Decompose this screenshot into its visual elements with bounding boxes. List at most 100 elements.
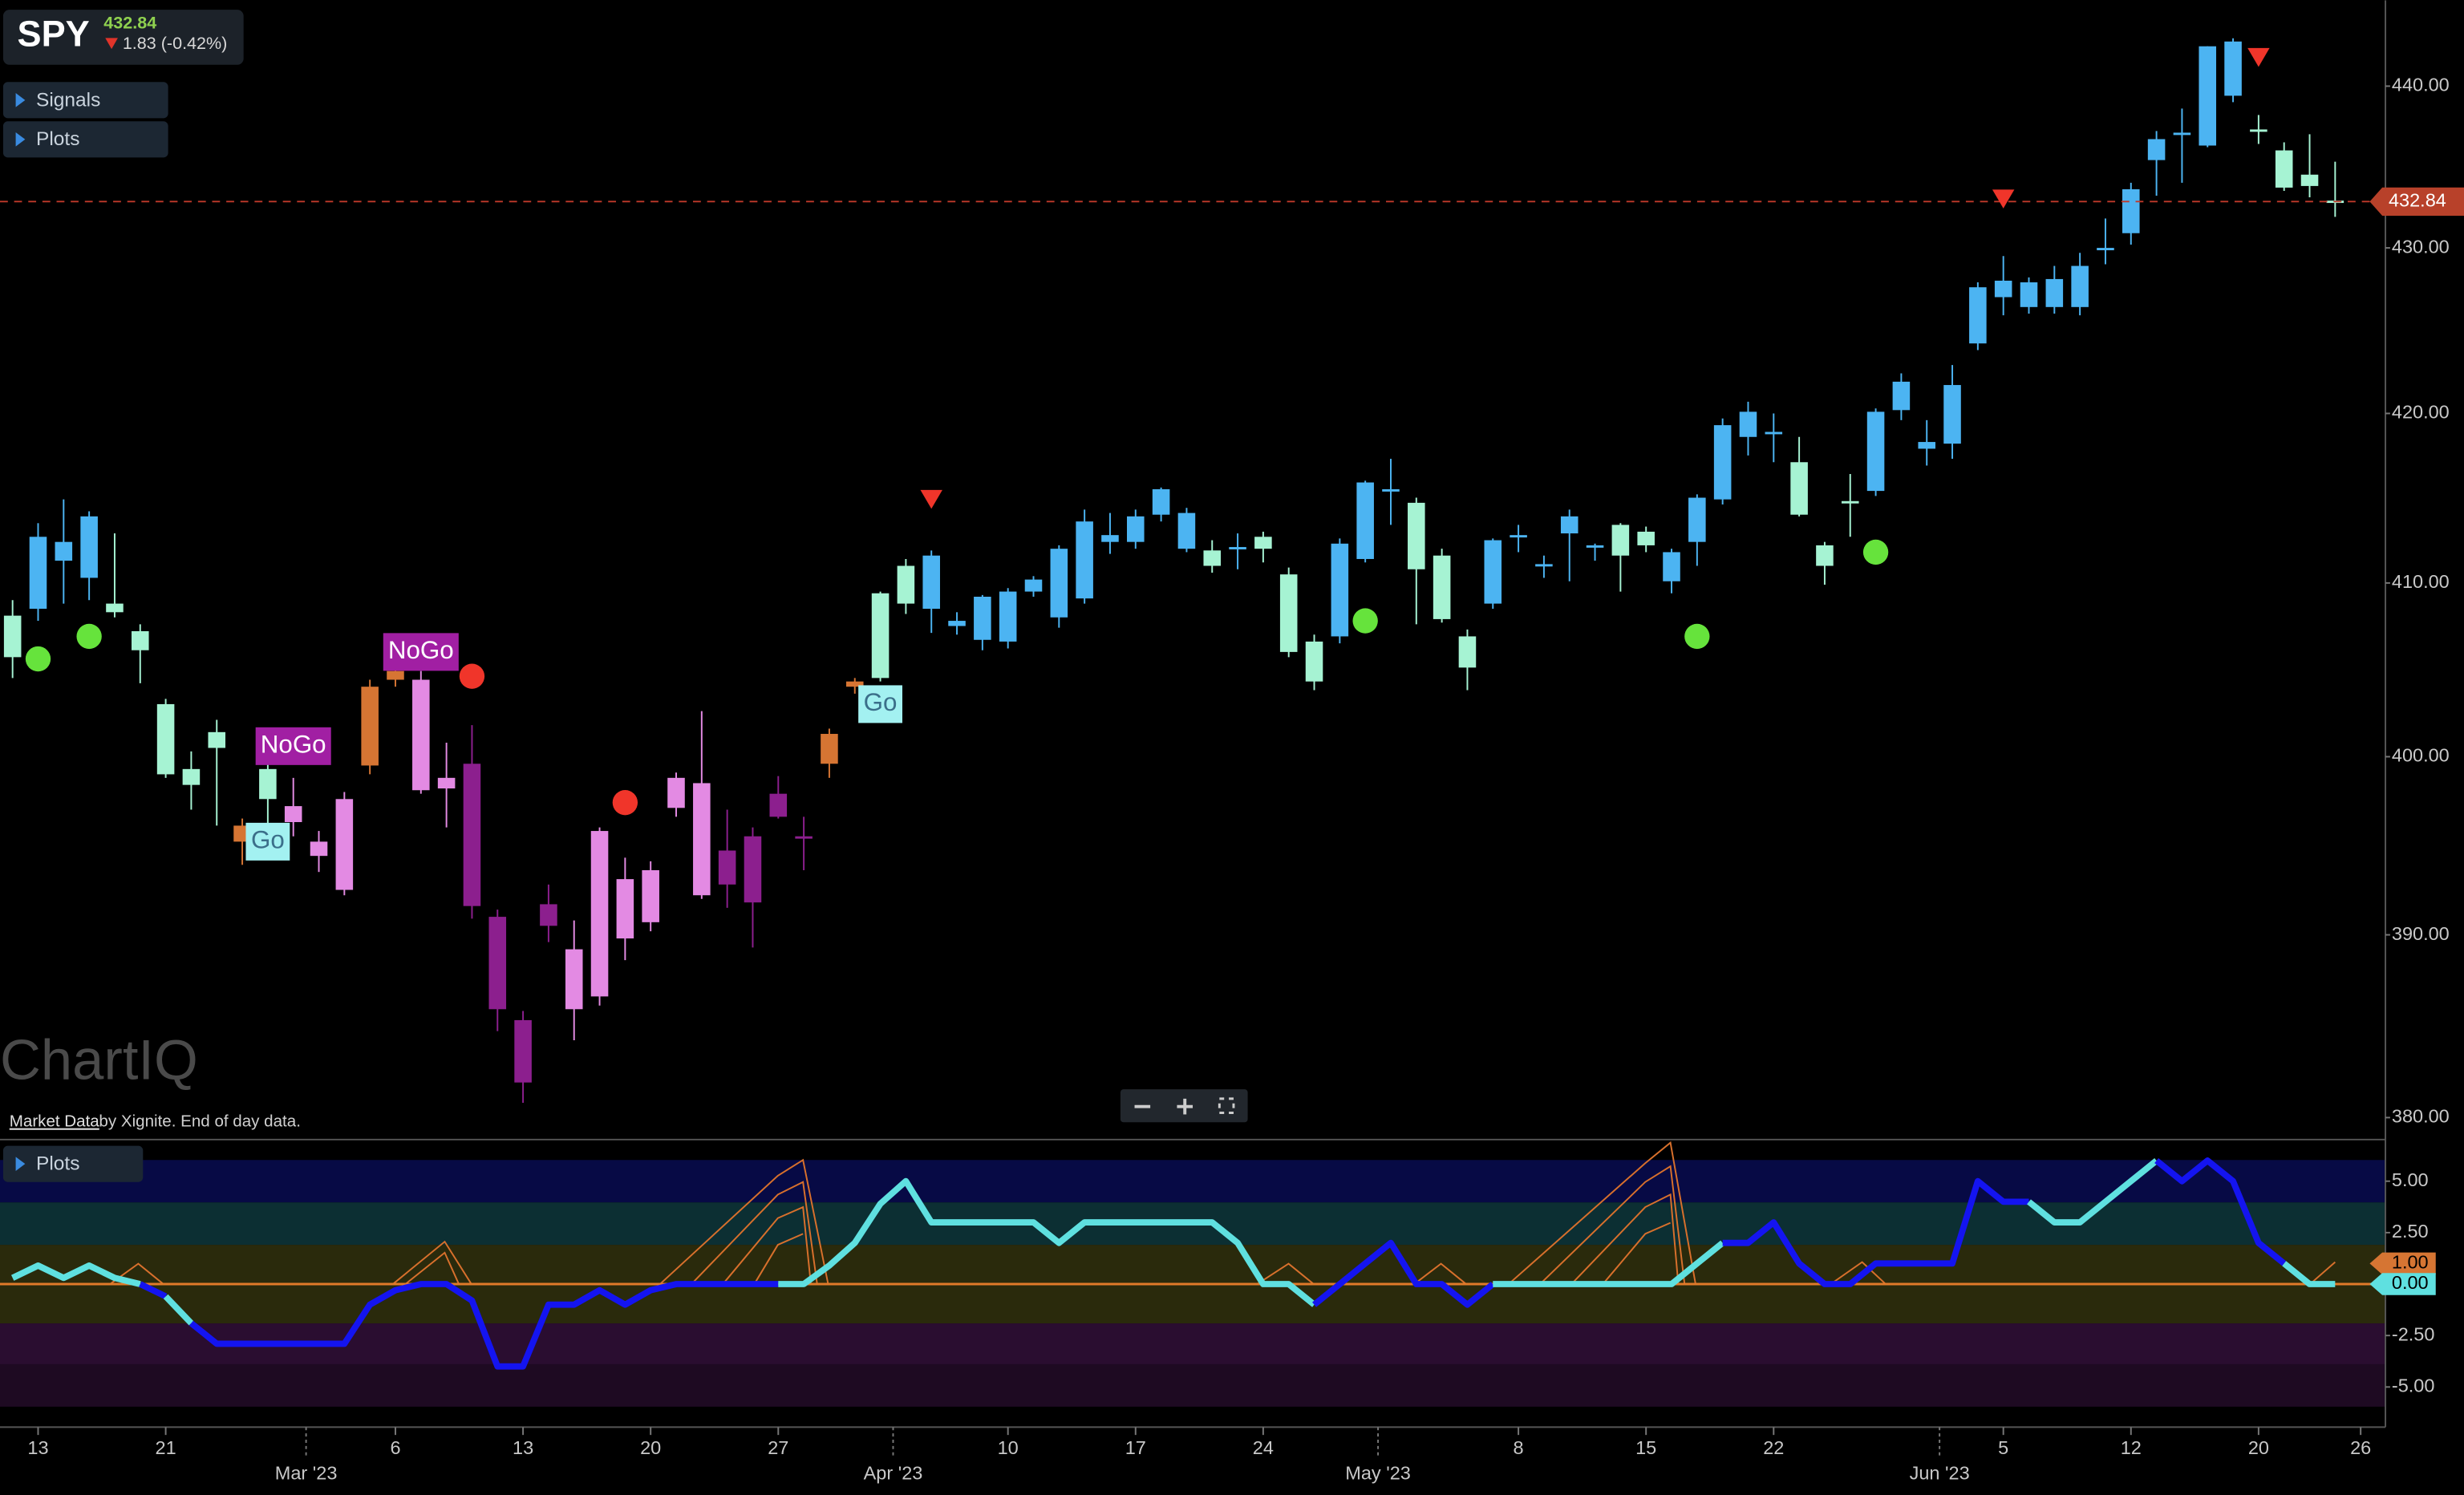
button-bg[interactable] — [2, 1145, 144, 1182]
fullscreen[interactable] — [1218, 1097, 1235, 1114]
symbol-box: SPY 432.84 1.83 (-0.42%) — [2, 10, 244, 65]
oscillator-line — [1493, 1240, 1725, 1287]
candle-body — [1969, 287, 1987, 344]
candle-body — [871, 593, 890, 679]
button-label[interactable]: Signals — [36, 89, 100, 111]
value-tag — [2369, 1252, 2436, 1275]
signal-dot — [1862, 539, 1889, 565]
value-tag — [2369, 1273, 2436, 1295]
signal-dot — [612, 790, 638, 816]
candle-body — [156, 703, 175, 775]
band — [0, 1323, 2386, 1364]
last-price: 432.84 — [103, 12, 156, 32]
candle-body — [2020, 282, 2038, 307]
x-tick-label: 27 — [768, 1437, 788, 1458]
candle-body — [1918, 442, 1935, 449]
footer-link[interactable]: Market Data — [10, 1112, 100, 1131]
oscillator-line — [10, 1262, 141, 1287]
signal-label: Go — [858, 685, 903, 723]
candle-body — [1637, 531, 1655, 545]
candle-body — [1765, 431, 1783, 435]
y-tick-label: 380.00 — [2392, 1106, 2450, 1127]
signals-button[interactable]: Signals — [2, 82, 168, 119]
x-tick-label: 21 — [156, 1437, 176, 1458]
month-label: Jun '23 — [1910, 1462, 1970, 1483]
candle-body — [1943, 385, 1961, 444]
zoom-in[interactable] — [1177, 1098, 1194, 1115]
oscillator-line — [139, 1281, 168, 1299]
candle-body — [590, 831, 609, 997]
candle-body — [974, 597, 991, 640]
button-label[interactable]: Plots — [36, 128, 79, 150]
y-tick-label: 390.00 — [2392, 923, 2450, 944]
squeeze — [1570, 1193, 1680, 1285]
candle-body — [437, 777, 456, 789]
candle-body — [514, 1019, 532, 1083]
candle-body — [1050, 549, 1068, 618]
signal-dot — [25, 646, 51, 672]
candle-body — [132, 630, 149, 650]
candle-body — [718, 850, 736, 885]
candle-body — [259, 768, 277, 800]
candle-body — [1535, 564, 1553, 567]
symbol: SPY — [18, 13, 90, 54]
candle-body — [1177, 513, 1196, 549]
signal-triangle — [920, 489, 942, 509]
label-text: Go — [251, 826, 285, 854]
band — [0, 1363, 2386, 1407]
candle-body — [55, 541, 73, 561]
price-change: 1.83 (-0.42%) — [123, 33, 228, 53]
candle-body — [2097, 248, 2114, 251]
squeeze — [1508, 1140, 1696, 1285]
x-tick-label: 8 — [1514, 1437, 1524, 1458]
oscillator-line — [2154, 1157, 2287, 1266]
signal-label: NoGo — [255, 727, 331, 765]
oscillator-line — [188, 1281, 779, 1370]
signal-triangle — [2247, 47, 2270, 67]
candle-body — [693, 783, 711, 896]
candle-body — [2122, 188, 2140, 233]
candle-body — [1382, 488, 1400, 492]
label-box — [858, 685, 903, 723]
y-tick-label: 420.00 — [2392, 402, 2450, 423]
candle-body — [1458, 636, 1477, 668]
candle-body — [335, 799, 354, 890]
oscillator-bands — [0, 1160, 2386, 1407]
x-tick-label: 15 — [1635, 1437, 1656, 1458]
squeeze — [404, 1251, 460, 1285]
candle-body — [1739, 411, 1757, 437]
x-tick-label: 10 — [998, 1437, 1019, 1458]
candle-body — [1663, 552, 1680, 581]
candle-body — [1586, 545, 1604, 548]
candle-body — [1305, 641, 1323, 682]
oscillator-line — [1312, 1239, 1495, 1308]
signal-dot — [459, 663, 485, 689]
y-tick-label: -2.50 — [2392, 1323, 2435, 1344]
watermark: ChartIQ — [0, 1027, 198, 1091]
lower-plots-button[interactable]: Plots — [2, 1145, 144, 1182]
candle-body — [1279, 574, 1298, 652]
candle-body — [1408, 502, 1425, 569]
candle-body — [2275, 150, 2293, 188]
signal-dot — [76, 623, 102, 650]
plots-button[interactable]: Plots — [2, 121, 168, 158]
button-bg[interactable] — [2, 82, 168, 119]
candle-body — [948, 621, 966, 626]
candle-body — [2045, 278, 2064, 307]
candle-body — [3, 615, 22, 658]
button-label[interactable]: Plots — [36, 1153, 79, 1175]
x-tick-label: 6 — [390, 1437, 400, 1458]
candle-body — [922, 555, 940, 610]
y-tick-label: 5.00 — [2392, 1169, 2429, 1190]
squeeze — [1413, 1262, 1467, 1285]
label-text: NoGo — [388, 636, 454, 664]
oscillator-line — [2027, 1158, 2159, 1226]
label-text: Go — [864, 688, 898, 716]
expand-icon — [15, 93, 26, 107]
candle-body — [1076, 521, 1093, 599]
x-tick-label: 20 — [640, 1437, 661, 1458]
candle-body — [1611, 525, 1630, 556]
button-bg[interactable] — [2, 121, 168, 158]
